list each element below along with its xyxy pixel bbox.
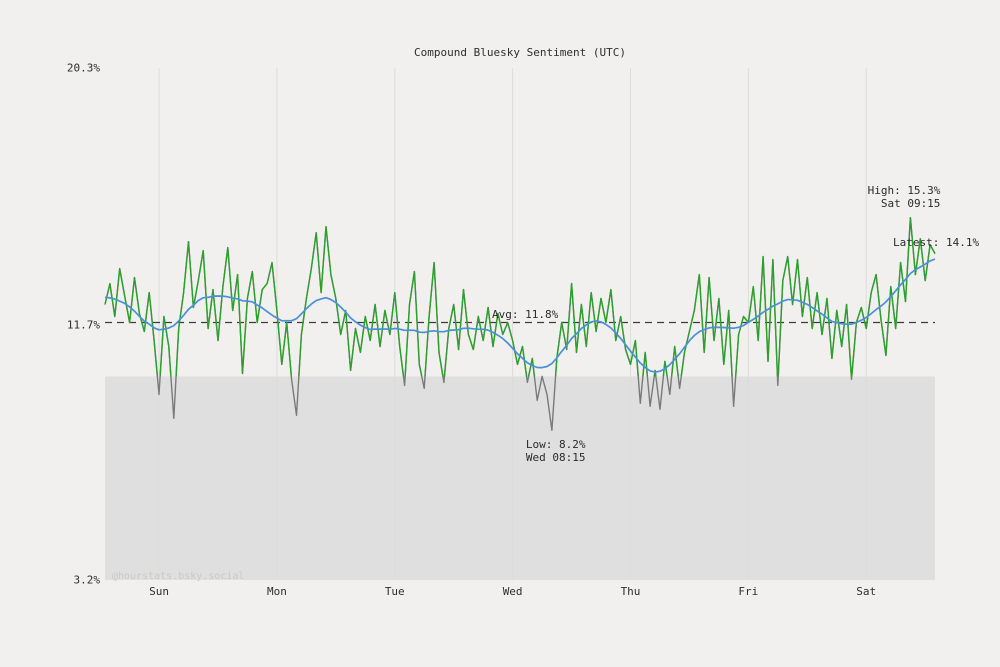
chart-title: Compound Bluesky Sentiment (UTC) (414, 46, 626, 59)
latest-annotation-label: Latest: 14.1% (893, 235, 980, 249)
smoothed-line (104, 258, 936, 373)
low-annotation: Low: 8.2% Wed 08:15 (526, 438, 586, 464)
x-tick-label: Tue (384, 585, 405, 598)
x-tick-label: Sat (856, 585, 877, 598)
y-tick-label: 3.2% (73, 573, 101, 587)
x-tick-label: Thu (620, 585, 641, 598)
low-annotation-label: Low: 8.2% (525, 438, 586, 452)
y-tick-label: 11.7% (66, 318, 100, 332)
x-tick-label: Mon (266, 585, 287, 598)
x-tick-label: Sun (149, 585, 169, 598)
high-annotation-time: Sat 09:15 (880, 196, 941, 210)
avg-annotation-label: Avg: 11.8% (492, 307, 559, 321)
x-tick-label: Fri (738, 585, 759, 598)
avg-annotation: Avg: 11.8% (492, 308, 558, 321)
latest-annotation: Latest: 14.1% (893, 236, 979, 249)
y-tick-label: 20.3% (66, 61, 100, 75)
high-annotation: High: 15.3% Sat 09:15 (868, 184, 941, 210)
low-shaded-region (105, 376, 935, 580)
watermark: @hourstats.bsky.social (112, 571, 245, 582)
high-annotation-label: High: 15.3% (867, 183, 941, 197)
low-annotation-time: Wed 08:15 (525, 451, 586, 465)
x-tick-label: Wed (502, 585, 523, 598)
